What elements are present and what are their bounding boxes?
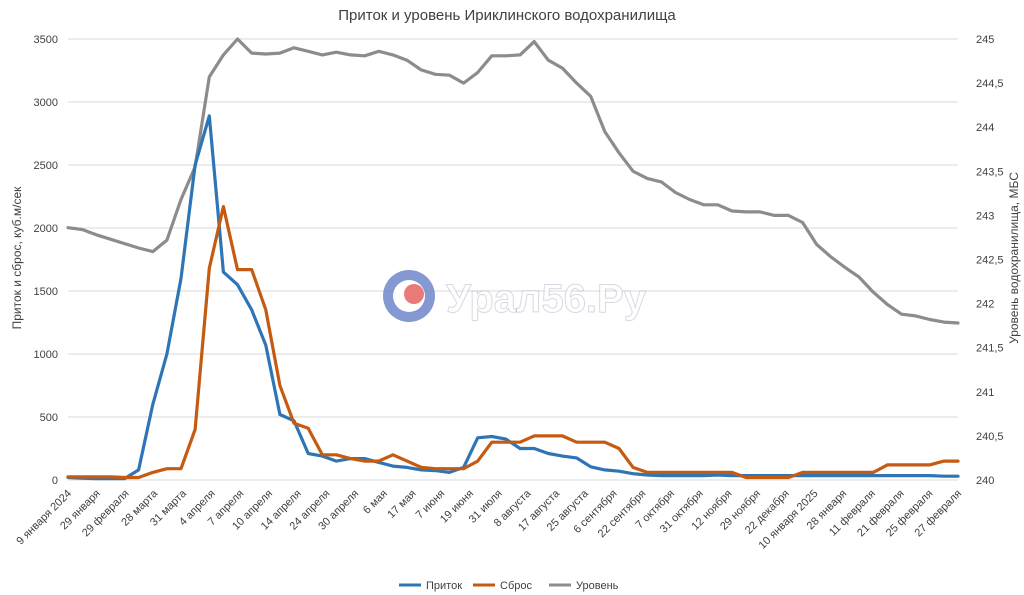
- y2-tick-label: 240,5: [976, 431, 1004, 443]
- watermark-dot-icon: [404, 284, 424, 304]
- y-tick-label: 3000: [34, 97, 58, 109]
- y-tick-label: 0: [52, 475, 58, 487]
- x-tick-label: 17 мая: [385, 488, 418, 521]
- y-tick-label: 1500: [34, 286, 58, 298]
- left-axis-ticks: 0 500 1000 1500 2000 2500 3000 3500: [34, 34, 58, 487]
- y2-tick-label: 241: [976, 387, 994, 399]
- series-lines: [66, 37, 960, 481]
- y-tick-label: 2000: [34, 223, 58, 235]
- watermark-text: Урал56.Ру: [446, 277, 647, 321]
- legend: Приток Сброс Уровень: [399, 580, 619, 592]
- y-tick-label: 500: [40, 412, 58, 424]
- watermark: Урал56.Ру: [383, 270, 647, 322]
- y2-tick-label: 243,5: [976, 166, 1004, 178]
- y2-tick-label: 242: [976, 299, 994, 311]
- y2-tick-label: 241,5: [976, 343, 1004, 355]
- y2-tick-label: 242,5: [976, 255, 1004, 267]
- y2-tick-label: 244,5: [976, 78, 1004, 90]
- chart-title: Приток и уровень Ириклинского водохранил…: [338, 7, 676, 24]
- gridlines: [68, 38, 958, 481]
- legend-label: Сброс: [500, 580, 532, 592]
- legend-label: Уровень: [576, 580, 619, 592]
- y-tick-label: 3500: [34, 34, 58, 46]
- y2-tick-label: 240: [976, 475, 994, 487]
- series-line-discharge: [66, 205, 960, 480]
- y2-tick-label: 243: [976, 210, 994, 222]
- left-axis-label: Приток и сброс, куб.м/сек: [10, 186, 24, 330]
- y-tick-label: 2500: [34, 160, 58, 172]
- right-axis-label: Уровень водохранилища, МБС: [1007, 172, 1021, 344]
- series-line-level: [66, 37, 960, 325]
- y2-tick-label: 244: [976, 122, 994, 134]
- y-tick-label: 1000: [34, 349, 58, 361]
- y2-tick-label: 245: [976, 34, 994, 46]
- right-axis-ticks: 240 240,5 241 241,5 242 242,5 243 243,5 244 244,5…: [976, 34, 1004, 487]
- legend-label: Приток: [426, 580, 462, 592]
